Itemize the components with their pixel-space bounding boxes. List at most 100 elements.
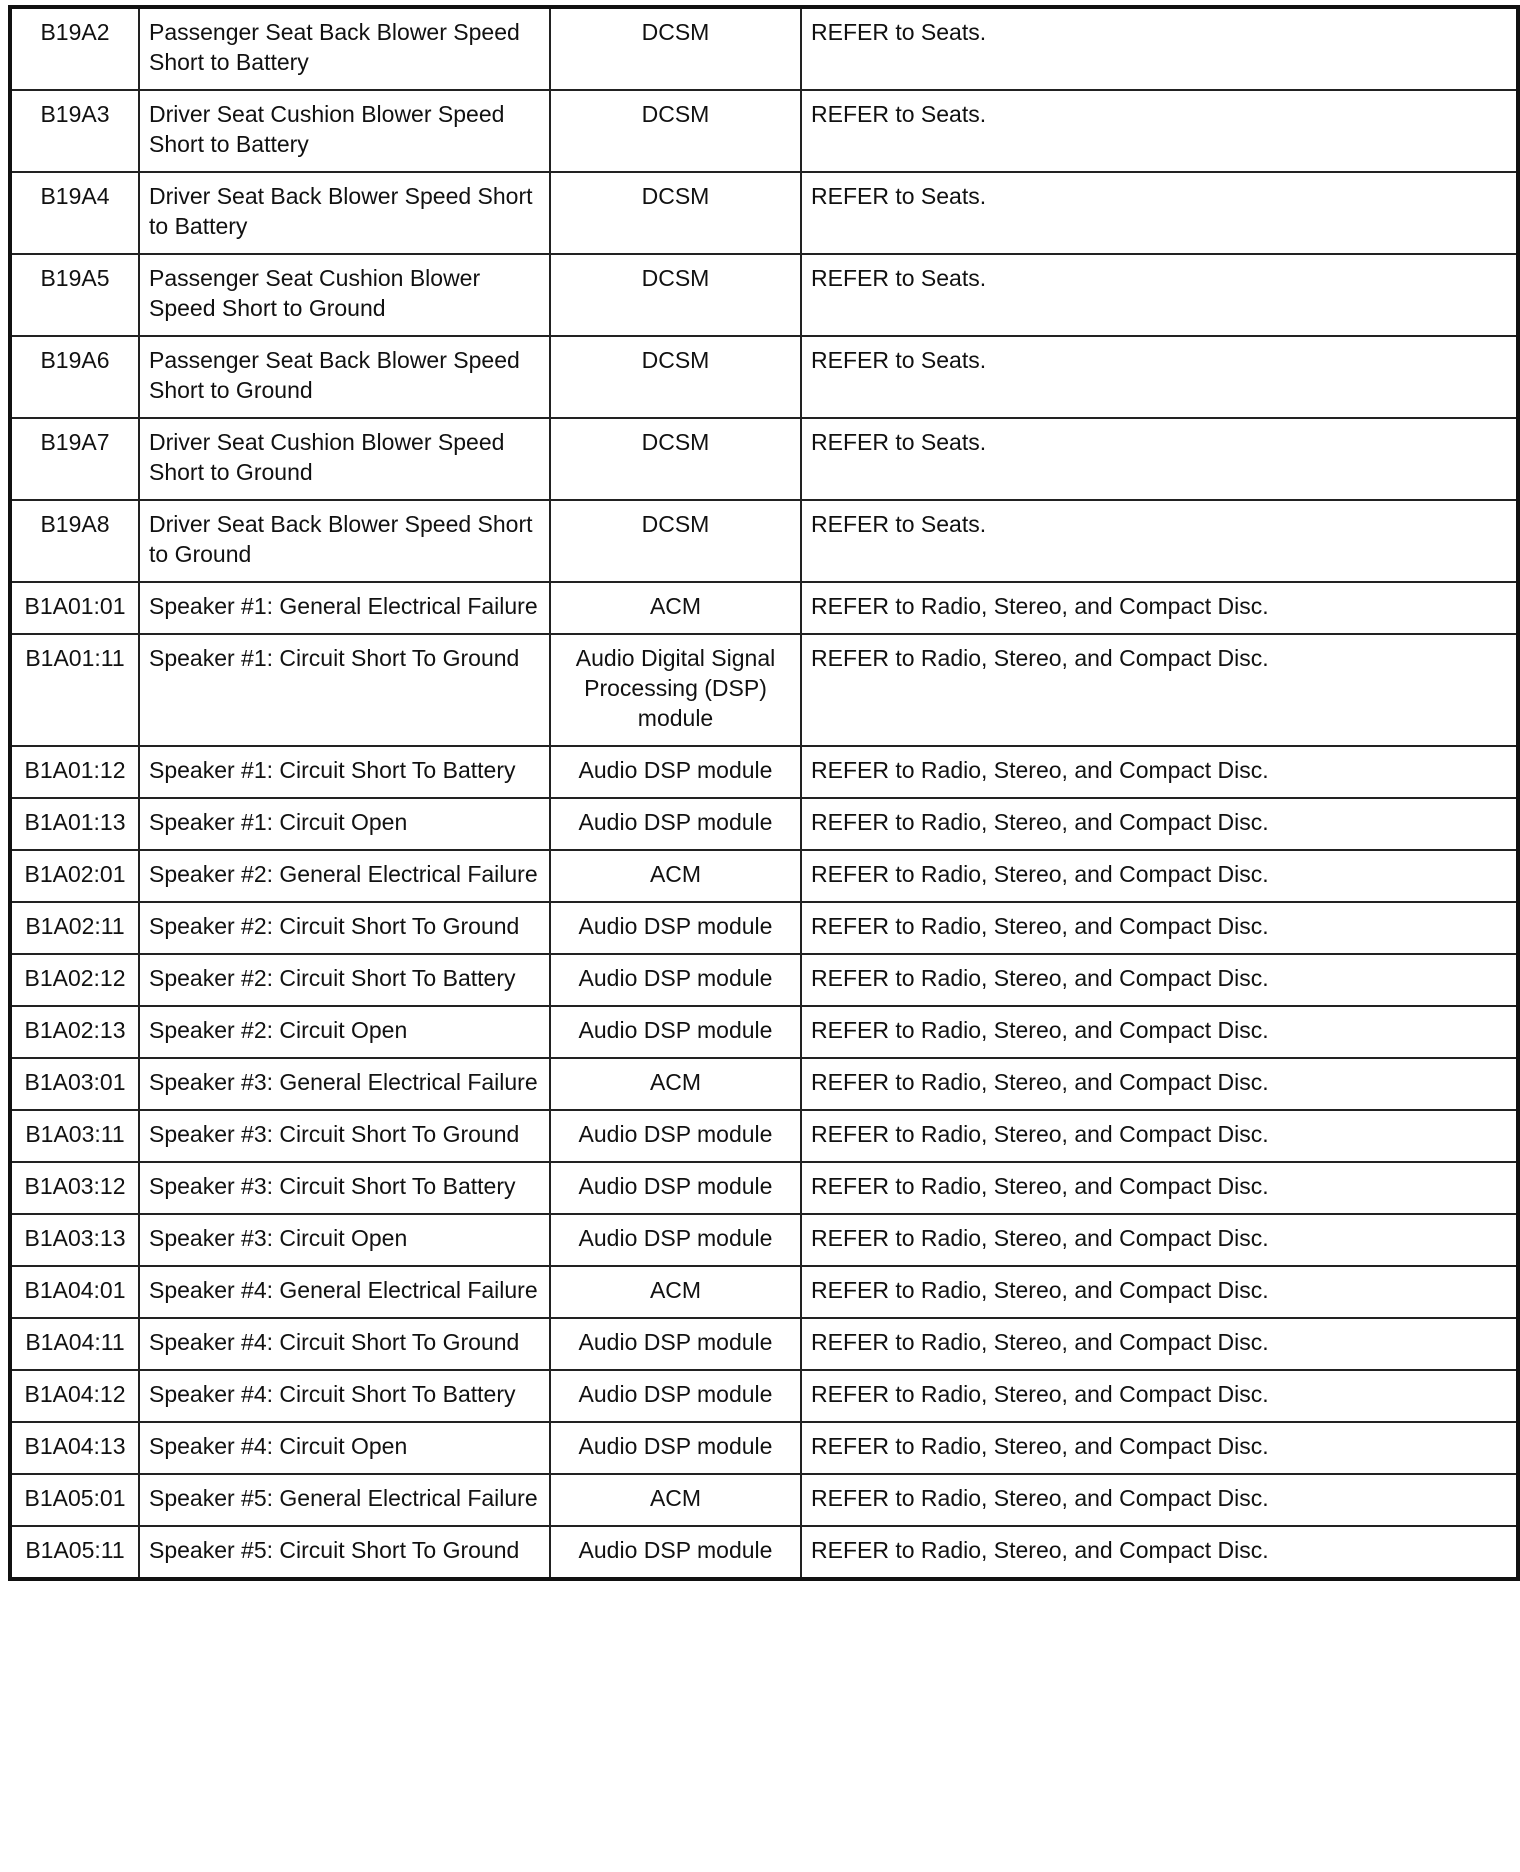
table-row: B19A4 Driver Seat Back Blower Speed Short…	[9, 171, 1519, 255]
table-row: B19A5 Passenger Seat Cushion Blower Speed…	[9, 253, 1519, 337]
dtc-module-cell: Audio DSP module	[549, 901, 802, 955]
dtc-description-cell: Speaker #5: General Electrical Failure	[138, 1473, 551, 1527]
dtc-action-cell: REFER to Radio, Stereo, and Compact Disc…	[800, 633, 1519, 747]
dtc-action-cell: REFER to Radio, Stereo, and Compact Disc…	[800, 1421, 1519, 1475]
table-row: B1A04:12 Speaker #4: Circuit Short To Bat…	[9, 1369, 1519, 1423]
dtc-module-cell: Audio DSP module	[549, 1213, 802, 1267]
dtc-code-cell: B1A02:11	[9, 901, 140, 955]
dtc-module-cell: DCSM	[549, 6, 802, 91]
dtc-action-cell: REFER to Seats.	[800, 89, 1519, 173]
dtc-description-cell: Speaker #1: Circuit Short To Battery	[138, 745, 551, 799]
dtc-module-cell: ACM	[549, 1473, 802, 1527]
dtc-module-cell: DCSM	[549, 417, 802, 501]
dtc-module-cell: Audio DSP module	[549, 1421, 802, 1475]
dtc-module-cell: Audio DSP module	[549, 1005, 802, 1059]
dtc-action-cell: REFER to Radio, Stereo, and Compact Disc…	[800, 1473, 1519, 1527]
dtc-module-cell: Audio Digital Signal Processing (DSP) mo…	[549, 633, 802, 747]
dtc-module-cell: ACM	[549, 581, 802, 635]
dtc-code-cell: B1A05:01	[9, 1473, 140, 1527]
dtc-action-cell: REFER to Radio, Stereo, and Compact Disc…	[800, 581, 1519, 635]
table-row: B1A03:13 Speaker #3: Circuit Open Audio DS…	[9, 1213, 1519, 1267]
table-row: B1A01:12 Speaker #1: Circuit Short To Bat…	[9, 745, 1519, 799]
dtc-action-cell: REFER to Radio, Stereo, and Compact Disc…	[800, 1369, 1519, 1423]
dtc-module-cell: DCSM	[549, 499, 802, 583]
dtc-code-cell: B19A3	[9, 89, 140, 173]
dtc-module-cell: Audio DSP module	[549, 1317, 802, 1371]
dtc-action-cell: REFER to Seats.	[800, 335, 1519, 419]
table-row: B1A01:11 Speaker #1: Circuit Short To Gro…	[9, 633, 1519, 747]
dtc-action-cell: REFER to Radio, Stereo, and Compact Disc…	[800, 1005, 1519, 1059]
table-row: B1A05:11 Speaker #5: Circuit Short To Gro…	[9, 1525, 1519, 1580]
dtc-code-cell: B19A8	[9, 499, 140, 583]
table-row: B1A02:13 Speaker #2: Circuit Open Audio DS…	[9, 1005, 1519, 1059]
table-row: B1A04:01 Speaker #4: General Electrical F…	[9, 1265, 1519, 1319]
dtc-description-cell: Speaker #3: Circuit Short To Battery	[138, 1161, 551, 1215]
dtc-module-cell: ACM	[549, 1265, 802, 1319]
dtc-code-cell: B1A03:11	[9, 1109, 140, 1163]
dtc-action-cell: REFER to Radio, Stereo, and Compact Disc…	[800, 1265, 1519, 1319]
dtc-code-cell: B1A02:13	[9, 1005, 140, 1059]
dtc-description-cell: Driver Seat Cushion Blower Speed Short t…	[138, 417, 551, 501]
dtc-code-cell: B1A03:01	[9, 1057, 140, 1111]
table-row: B19A8 Driver Seat Back Blower Speed Short…	[9, 499, 1519, 583]
table-row: B1A04:11 Speaker #4: Circuit Short To Gro…	[9, 1317, 1519, 1371]
dtc-action-cell: REFER to Radio, Stereo, and Compact Disc…	[800, 1109, 1519, 1163]
dtc-description-cell: Speaker #4: Circuit Short To Battery	[138, 1369, 551, 1423]
dtc-action-cell: REFER to Radio, Stereo, and Compact Disc…	[800, 1317, 1519, 1371]
dtc-code-cell: B1A04:12	[9, 1369, 140, 1423]
dtc-code-cell: B1A03:13	[9, 1213, 140, 1267]
dtc-code-cell: B1A03:12	[9, 1161, 140, 1215]
dtc-description-cell: Passenger Seat Back Blower Speed Short t…	[138, 6, 551, 91]
table-row: B1A04:13 Speaker #4: Circuit Open Audio DS…	[9, 1421, 1519, 1475]
dtc-description-cell: Speaker #4: General Electrical Failure	[138, 1265, 551, 1319]
dtc-action-cell: REFER to Radio, Stereo, and Compact Disc…	[800, 1161, 1519, 1215]
dtc-code-cell: B1A04:01	[9, 1265, 140, 1319]
dtc-module-cell: Audio DSP module	[549, 745, 802, 799]
dtc-module-cell: DCSM	[549, 335, 802, 419]
table-row: B1A01:13 Speaker #1: Circuit Open Audio DS…	[9, 797, 1519, 851]
table-row: B1A02:11 Speaker #2: Circuit Short To Gro…	[9, 901, 1519, 955]
dtc-action-cell: REFER to Radio, Stereo, and Compact Disc…	[800, 1213, 1519, 1267]
dtc-module-cell: ACM	[549, 1057, 802, 1111]
dtc-code-cell: B19A2	[9, 6, 140, 91]
dtc-description-cell: Speaker #2: General Electrical Failure	[138, 849, 551, 903]
dtc-code-cell: B19A7	[9, 417, 140, 501]
dtc-module-cell: Audio DSP module	[549, 953, 802, 1007]
dtc-code-cell: B1A02:12	[9, 953, 140, 1007]
dtc-table-body: B19A2 Passenger Seat Back Blower Speed Sh…	[9, 6, 1519, 1580]
dtc-action-cell: REFER to Radio, Stereo, and Compact Disc…	[800, 1525, 1519, 1580]
dtc-description-cell: Speaker #2: Circuit Short To Battery	[138, 953, 551, 1007]
dtc-module-cell: DCSM	[549, 253, 802, 337]
dtc-description-cell: Speaker #3: Circuit Open	[138, 1213, 551, 1267]
dtc-code-cell: B1A01:13	[9, 797, 140, 851]
dtc-action-cell: REFER to Radio, Stereo, and Compact Disc…	[800, 953, 1519, 1007]
dtc-action-cell: REFER to Seats.	[800, 171, 1519, 255]
dtc-action-cell: REFER to Radio, Stereo, and Compact Disc…	[800, 901, 1519, 955]
dtc-description-cell: Speaker #3: Circuit Short To Ground	[138, 1109, 551, 1163]
dtc-description-cell: Speaker #3: General Electrical Failure	[138, 1057, 551, 1111]
dtc-description-cell: Driver Seat Cushion Blower Speed Short t…	[138, 89, 551, 173]
table-row: B1A03:11 Speaker #3: Circuit Short To Gro…	[9, 1109, 1519, 1163]
dtc-action-cell: REFER to Seats.	[800, 499, 1519, 583]
table-row: B1A02:12 Speaker #2: Circuit Short To Bat…	[9, 953, 1519, 1007]
dtc-module-cell: DCSM	[549, 89, 802, 173]
dtc-action-cell: REFER to Radio, Stereo, and Compact Disc…	[800, 849, 1519, 903]
dtc-description-cell: Speaker #4: Circuit Open	[138, 1421, 551, 1475]
dtc-description-cell: Driver Seat Back Blower Speed Short to G…	[138, 499, 551, 583]
table-row: B1A03:01 Speaker #3: General Electrical F…	[9, 1057, 1519, 1111]
dtc-code-cell: B1A01:11	[9, 633, 140, 747]
table-row: B19A2 Passenger Seat Back Blower Speed Sh…	[9, 6, 1519, 91]
dtc-code-cell: B19A5	[9, 253, 140, 337]
dtc-description-cell: Speaker #4: Circuit Short To Ground	[138, 1317, 551, 1371]
dtc-action-cell: REFER to Seats.	[800, 417, 1519, 501]
dtc-description-cell: Speaker #2: Circuit Short To Ground	[138, 901, 551, 955]
dtc-code-cell: B1A04:13	[9, 1421, 140, 1475]
dtc-module-cell: Audio DSP module	[549, 1161, 802, 1215]
dtc-description-cell: Speaker #1: General Electrical Failure	[138, 581, 551, 635]
dtc-module-cell: Audio DSP module	[549, 797, 802, 851]
dtc-description-cell: Speaker #1: Circuit Open	[138, 797, 551, 851]
table-row: B1A03:12 Speaker #3: Circuit Short To Bat…	[9, 1161, 1519, 1215]
dtc-module-cell: Audio DSP module	[549, 1369, 802, 1423]
dtc-action-cell: REFER to Radio, Stereo, and Compact Disc…	[800, 745, 1519, 799]
dtc-code-cell: B19A4	[9, 171, 140, 255]
